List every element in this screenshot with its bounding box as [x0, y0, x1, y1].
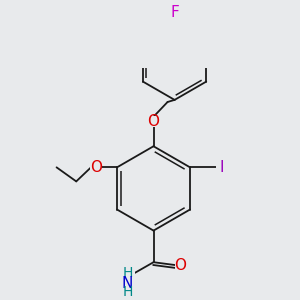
Bar	[148, 116, 159, 127]
Text: F: F	[170, 5, 179, 20]
Bar	[90, 162, 101, 173]
Text: O: O	[174, 258, 186, 273]
Text: O: O	[148, 114, 160, 129]
Text: N: N	[122, 276, 133, 291]
Bar	[169, 7, 180, 18]
Text: I: I	[219, 160, 224, 175]
Bar	[175, 260, 186, 271]
Bar	[121, 261, 134, 283]
Text: O: O	[90, 160, 102, 175]
Bar	[216, 162, 227, 173]
Text: H: H	[122, 266, 133, 280]
Text: H: H	[122, 285, 133, 299]
